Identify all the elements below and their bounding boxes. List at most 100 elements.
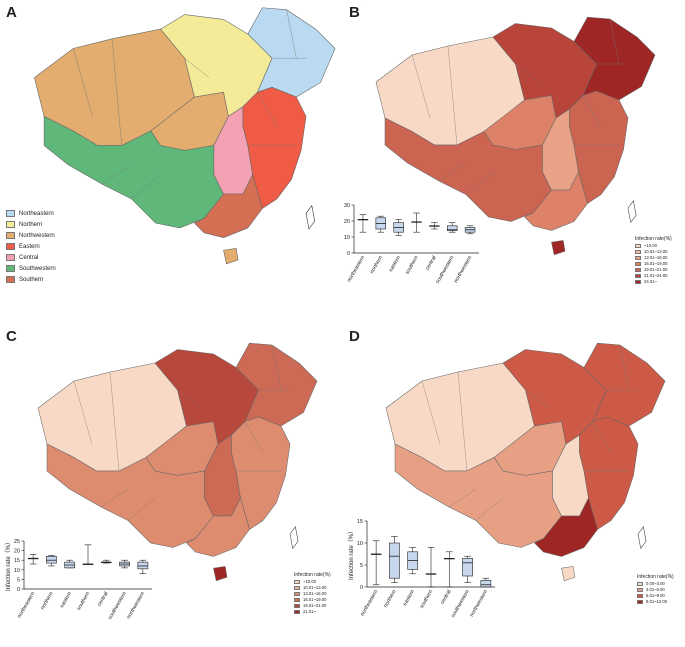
- x-tick-label: northern: [383, 589, 398, 609]
- y-tick-label: 0: [17, 587, 20, 593]
- china-map: [37, 342, 318, 582]
- box-southern: southern: [419, 547, 437, 609]
- legend-label: 16.01~19.00: [644, 261, 668, 266]
- region-ne: [573, 16, 656, 101]
- legend-swatch: [6, 221, 15, 228]
- y-tick-label: 10: [357, 541, 363, 547]
- y-tick-label: 30: [344, 203, 350, 209]
- box-eastern: eastern: [388, 219, 404, 273]
- legend-item: 10.01~13.00: [294, 585, 331, 591]
- rate-legend-c: Infection rate(%) ~10.00 10.01~13.00 13.01~…: [294, 572, 331, 615]
- panel-letter: D: [349, 328, 360, 345]
- box-iqr: [389, 542, 400, 579]
- legend-title: Infection rate(%): [637, 574, 674, 580]
- legend-swatch: [294, 604, 300, 608]
- legend-item: Southwestern: [6, 263, 56, 274]
- legend-label: 13.01~16.00: [644, 255, 668, 260]
- taiwan-outline: [627, 200, 637, 224]
- legend-swatch: [635, 244, 641, 248]
- region-s: [524, 171, 588, 231]
- legend-swatch: [635, 274, 641, 278]
- legend-swatch: [6, 265, 15, 272]
- box-iqr: [462, 558, 473, 577]
- legend-label: 9.01~12.00: [646, 599, 668, 604]
- legend-label: Southwestern: [19, 265, 56, 272]
- legend-item: 24.01~: [635, 279, 672, 285]
- region-hn: [213, 566, 228, 582]
- box-northwestern: northwestern: [469, 577, 492, 618]
- legend-swatch: [637, 600, 643, 604]
- y-axis-label: Infection rate（%）: [348, 528, 355, 580]
- x-tick-label: central: [440, 589, 453, 605]
- legend-label: 10.01~13.00: [644, 249, 668, 254]
- legend-swatch: [6, 276, 15, 283]
- legend-item: Northeastern: [6, 208, 56, 219]
- rate-legend-b: Infection rate(%) ~10.00 10.01~13.00 13.01~…: [635, 236, 672, 285]
- legend-item: 9.01~12.00: [637, 599, 674, 605]
- legend-label: 16.01~19.00: [303, 597, 327, 602]
- x-tick-label: central: [425, 255, 438, 271]
- x-tick-label: eastern: [388, 255, 402, 273]
- region-s: [193, 173, 263, 238]
- x-tick-label: northern: [369, 255, 384, 275]
- y-tick-label: 15: [357, 519, 363, 525]
- legend-title: Infection rate(%): [294, 572, 331, 578]
- panel-c: 0 5 10 15 20 25 Infection rate（%） northeastern n…: [0, 324, 342, 647]
- legend-label: 21.01~24.00: [644, 273, 668, 278]
- china-map: [34, 7, 336, 265]
- box-central: central: [440, 551, 455, 605]
- legend-item: Southern: [6, 274, 56, 285]
- legend-swatch: [294, 592, 300, 596]
- legend-label: ~10.00: [644, 243, 657, 248]
- box-northwestern: northwestern: [453, 225, 476, 284]
- panel-a: A Northeastern Northern Northwestern Easter…: [0, 0, 342, 323]
- legend-label: ~10.00: [303, 579, 316, 584]
- legend-label: 24.01~: [644, 279, 657, 284]
- x-tick-label: southwestern: [450, 589, 471, 619]
- y-tick-label: 5: [360, 563, 363, 569]
- x-tick-label: southern: [76, 591, 91, 612]
- region-hn: [551, 240, 566, 256]
- panel-d: 0 5 10 15 Infection rate（%） northeastern north…: [343, 324, 685, 647]
- legend-label: 10.01~13.00: [303, 585, 327, 590]
- legend-item: ~10.00: [635, 243, 672, 249]
- y-axis-label: Infection rate（%）: [343, 0, 369, 2]
- legend-item: Northwestern: [6, 230, 56, 241]
- legend-label: 0.00~3.00: [646, 581, 665, 586]
- china-map: [385, 342, 666, 582]
- legend-item: 10.01~13.00: [635, 249, 672, 255]
- legend-label: Southern: [19, 276, 44, 283]
- x-tick-label: central: [97, 591, 110, 607]
- x-tick-label: southern: [404, 255, 419, 276]
- legend-item: 21.01~24.00: [635, 273, 672, 279]
- x-tick-label: northeastern: [360, 589, 380, 617]
- legend-swatch: [6, 254, 15, 261]
- x-tick-label: southwestern: [107, 591, 128, 621]
- legend-swatch: [635, 280, 641, 284]
- region-legend: Northeastern Northern Northwestern Eastern C…: [6, 208, 56, 285]
- legend-swatch: [294, 580, 300, 584]
- y-tick-label: 25: [14, 539, 20, 545]
- legend-label: 13.01~16.00: [303, 591, 327, 596]
- box-southwestern: southwestern: [435, 222, 458, 285]
- legend-swatch: [635, 250, 641, 254]
- y-axis-label: Infection rate（%）: [5, 539, 12, 591]
- box-southern: southern: [76, 544, 94, 612]
- map-infection-b: 0102030Infection rate（%）northeasternnort…: [343, 0, 656, 285]
- region-e: [231, 416, 291, 530]
- y-tick-label: 20: [14, 549, 20, 555]
- box-southwestern: southwestern: [107, 559, 130, 621]
- legend-item: 19.01~21.00: [294, 603, 331, 609]
- box-northern: northern: [40, 555, 57, 611]
- legend-item: 16.01~19.00: [635, 261, 672, 267]
- region-hn: [223, 247, 239, 265]
- legend-swatch: [637, 588, 643, 592]
- taiwan-outline: [289, 526, 299, 550]
- legend-swatch: [635, 268, 641, 272]
- y-tick-label: 15: [14, 558, 20, 564]
- legend-label: 6.01~9.00: [646, 593, 665, 598]
- box-iqr: [480, 580, 492, 588]
- region-s: [534, 497, 598, 557]
- box-iqr: [447, 225, 458, 231]
